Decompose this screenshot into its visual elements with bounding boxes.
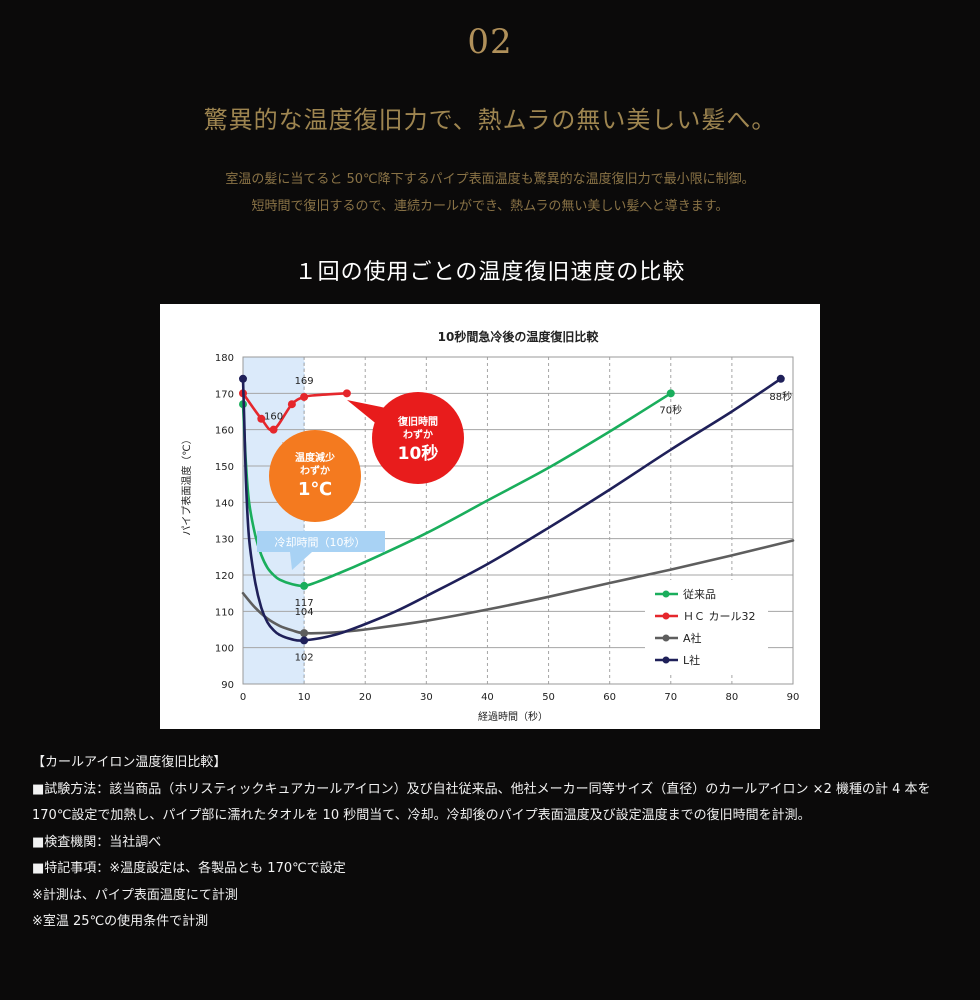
point-label: 102 <box>295 652 314 663</box>
notes-special: ■特記事項：※温度設定は、各製品とも 170℃で設定 <box>32 861 346 876</box>
x-tick-label: 10 <box>298 692 311 703</box>
y-tick-label: 150 <box>215 462 234 473</box>
notes-agency: ■検査機関：当社調べ <box>32 834 162 850</box>
legend-swatch-marker <box>662 590 670 598</box>
recovery-time-circle <box>372 392 464 484</box>
series-company-a-line <box>241 539 795 635</box>
y-tick-label: 140 <box>215 498 234 509</box>
recovery-time-line2: わずか <box>403 428 433 441</box>
point-label: 160 <box>264 412 283 423</box>
legend-label: L社 <box>683 653 700 667</box>
legend: 従来品 ＨＣ カール32 A社 L社 <box>645 580 768 672</box>
point-label: 169 <box>295 376 314 387</box>
y-tick-label: 90 <box>221 680 234 691</box>
recovery-time-line1: 復旧時間 <box>397 415 438 428</box>
recovery-chart: 0 10 20 30 40 50 60 70 80 90 90 100 110 120 130 140 150 1… <box>160 304 820 729</box>
y-tick-label: 130 <box>215 535 234 546</box>
cooling-time-label: 冷却時間（10秒） <box>275 535 366 549</box>
y-tick-label: 160 <box>215 426 234 437</box>
chart-panel: 0 10 20 30 40 50 60 70 80 90 90 100 110 120 130 140 150 1… <box>160 304 820 729</box>
y-tick-label: 110 <box>215 607 234 618</box>
x-tick-label: 30 <box>420 692 433 703</box>
test-notes: 【カールアイロン温度復旧比較】 ■試験方法：該当商品（ホリスティックキュアカール… <box>32 750 962 936</box>
x-tick-label: 40 <box>481 692 494 703</box>
x-tick-label: 90 <box>787 692 800 703</box>
legend-swatch-marker <box>662 634 670 642</box>
cooling-time-pointer <box>290 552 312 570</box>
x-axis-label: 経過時間（秒） <box>478 710 548 723</box>
temp-drop-value: 1℃ <box>298 479 332 500</box>
chart-heading: １回の使用ごとの温度復旧速度の比較 <box>294 260 686 285</box>
series-company-l-point <box>776 374 785 383</box>
series-company-l-point <box>300 636 309 645</box>
chart-title: 10秒間急冷後の温度復旧比較 <box>438 329 600 344</box>
series-company-a-point <box>300 629 309 638</box>
section-number: 02 <box>467 22 513 62</box>
series-company-a <box>241 539 795 638</box>
y-tick-label: 170 <box>215 389 234 400</box>
legend-label: 従来品 <box>683 588 716 601</box>
x-tick-label: 60 <box>603 692 616 703</box>
recovery-time-callout: 復旧時間 わずか 10秒 <box>347 392 464 484</box>
y-tick-label: 180 <box>215 353 234 364</box>
series-hc-curl-32-point <box>257 414 266 423</box>
notes-title: 【カールアイロン温度復旧比較】 <box>32 755 227 770</box>
x-tick-label: 20 <box>359 692 372 703</box>
headline: 驚異的な温度復旧力で、熱ムラの無い美しい髪へ。 <box>203 106 777 134</box>
point-label: 104 <box>295 607 314 618</box>
series-company-l-line <box>241 377 783 642</box>
series-company-l-point <box>239 374 247 383</box>
x-tick-label: 0 <box>240 692 246 703</box>
y-axis-label: パイプ表面温度（℃） <box>180 434 193 535</box>
temp-drop-callout: 温度減少 わずか 1℃ <box>269 430 361 522</box>
cooling-time-callout: 冷却時間（10秒） <box>257 531 385 570</box>
x-tick-label: 50 <box>542 692 555 703</box>
notes-measure: ※計測は、パイプ表面温度にて計測 <box>32 887 238 903</box>
point-label: 70秒 <box>659 403 682 416</box>
x-tick-label: 70 <box>664 692 677 703</box>
series-company-l <box>239 374 785 645</box>
series-hc-curl-32-point <box>342 389 351 398</box>
temp-drop-circle <box>269 430 361 522</box>
lead-line-1: 室温の髪に当てると 50℃降下するパイプ表面温度も驚異的な温度復旧力で最小限に制… <box>225 172 755 187</box>
recovery-time-value: 10秒 <box>398 443 439 464</box>
series-conventional-point <box>666 389 675 398</box>
lead-line-2: 短時間で復旧するので、連続カールができ、熱ムラの無い美しい髪へと導きます。 <box>251 199 729 214</box>
point-label: 88秒 <box>769 390 792 403</box>
series-hc-curl-32-point <box>287 400 296 409</box>
series-hc-curl-32 <box>239 389 351 434</box>
x-tick-label: 80 <box>726 692 739 703</box>
series-conventional-point <box>300 581 309 590</box>
legend-label: ＨＣ カール32 <box>683 610 756 623</box>
y-tick-label: 100 <box>215 644 234 655</box>
legend-label: A社 <box>683 631 702 645</box>
plot-frame <box>242 356 794 685</box>
series-hc-curl-32-point <box>300 392 309 401</box>
temp-drop-line2: わずか <box>300 464 330 477</box>
legend-swatch-marker <box>662 656 670 664</box>
notes-room-temp: ※室温 25℃の使用条件で計測 <box>32 914 209 929</box>
legend-swatch-marker <box>662 612 670 620</box>
temp-drop-line1: 温度減少 <box>295 451 335 464</box>
point-label: 117 <box>295 598 314 609</box>
cooling-time-box <box>257 531 385 552</box>
y-tick-label: 120 <box>215 571 234 582</box>
notes-method: ■試験方法：該当商品（ホリスティックキュアカールアイロン）及び自社従来品、他社メ… <box>32 781 931 824</box>
series-hc-curl-32-point <box>269 425 278 434</box>
